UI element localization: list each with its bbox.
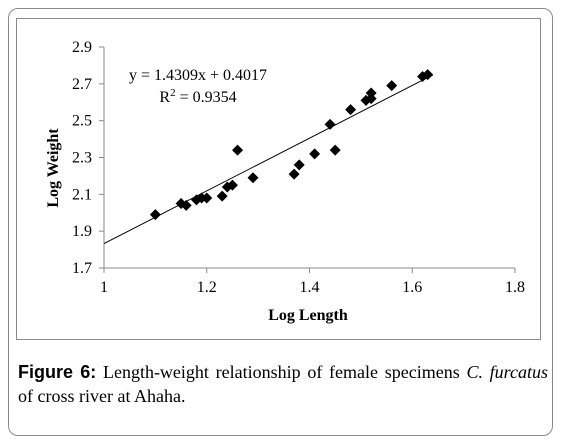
x-tick-label: 1.4 (300, 279, 320, 296)
data-point (329, 144, 341, 156)
y-tick-label: 2.5 (72, 113, 92, 130)
data-point (216, 190, 228, 202)
figure-frame (8, 8, 553, 436)
y-ticks: 1.7 1.9 2.1 2.3 2.5 2.7 2.9 (72, 39, 104, 277)
data-point (422, 69, 434, 81)
caption-text-before: Length-weight relationship of female spe… (96, 362, 467, 382)
data-point (365, 93, 377, 105)
data-point (365, 87, 377, 99)
x-tick-label: 1.6 (402, 279, 422, 296)
y-tick-label: 2.1 (72, 186, 92, 203)
chart-area-border (16, 18, 541, 340)
data-point (288, 168, 300, 180)
y-tick-label: 1.9 (72, 223, 92, 240)
data-point (149, 209, 161, 221)
data-point (309, 148, 321, 160)
caption-text-after: of cross river at Ahaha. (18, 386, 186, 406)
data-point (180, 199, 192, 211)
data-point (345, 104, 357, 116)
x-tick-label: 1.8 (505, 279, 525, 296)
x-ticks: 1 1.2 1.4 1.6 1.8 (100, 268, 525, 296)
data-point (324, 118, 336, 130)
data-point (293, 159, 305, 171)
trendline (103, 74, 434, 245)
x-tick-label: 1 (100, 279, 108, 296)
data-point (201, 192, 213, 204)
y-axis-label: Log Weight (45, 128, 62, 208)
data-point (247, 172, 259, 184)
data-point (232, 144, 244, 156)
caption-label: Figure 6: (18, 362, 97, 382)
x-tick-label: 1.2 (197, 279, 217, 296)
x-axis-label: Log Length (268, 307, 348, 324)
y-tick-label: 2.3 (72, 150, 92, 167)
data-point (386, 80, 398, 92)
data-points (149, 69, 434, 221)
y-tick-label: 2.7 (72, 76, 92, 93)
r-squared-label: R2 = 0.9354 (159, 87, 236, 106)
equation-label: y = 1.4309x + 0.4017 (129, 67, 267, 84)
caption-species: C. furcatus (466, 362, 548, 382)
y-tick-label: 2.9 (72, 39, 92, 56)
figure-caption: Figure 6: Length-weight relationship of … (18, 360, 548, 408)
y-tick-label: 1.7 (72, 260, 92, 277)
data-point (226, 179, 238, 191)
scatter-chart: 1 1.2 1.4 1.6 1.8 1.7 1.9 2.1 2.3 2.5 2.7 2.9 y = … (45, 39, 525, 324)
